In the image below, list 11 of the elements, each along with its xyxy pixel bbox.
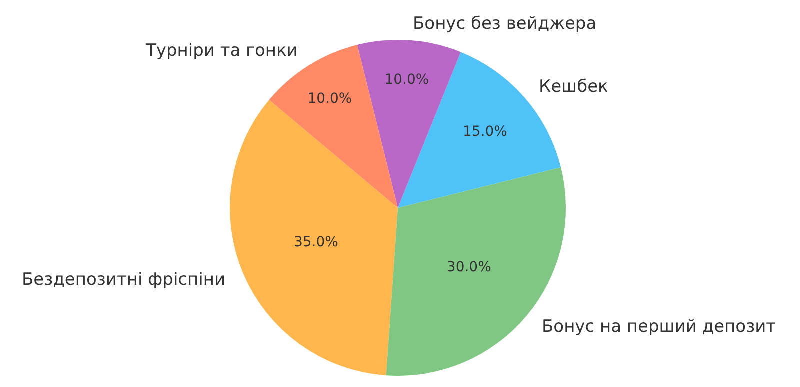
data-label: 30.0% [446,260,492,276]
data-label: 10.0% [308,91,352,108]
data-label: 10.0% [384,72,430,88]
data-label: 35.0% [294,234,338,251]
slice-label: Бонус без вейджера [413,14,597,34]
data-label: 15.0% [462,124,508,140]
slice-label: Турніри та гонки [145,41,298,61]
slice-label: Бонус на перший депозит [542,317,776,337]
slice-label: Бездепозитні фріспіни [22,270,226,290]
pie-slice [357,40,461,208]
slice-label: Кешбек [539,77,608,97]
